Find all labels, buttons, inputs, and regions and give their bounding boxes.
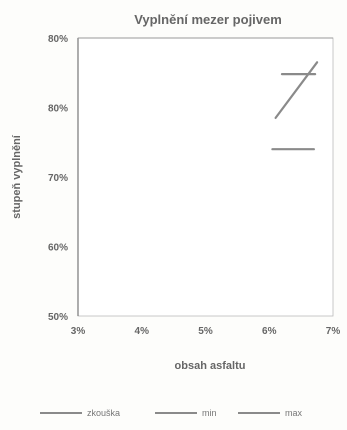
series-lines (271, 61, 319, 151)
x-tick-label: 4% (135, 326, 150, 337)
series-line-zkouška (274, 61, 319, 120)
legend-label: min (202, 408, 217, 418)
y-tick-label: 70% (48, 173, 68, 184)
y-tick-label: 80% (48, 34, 68, 45)
x-axis-label: obsah asfaltu (175, 360, 246, 372)
legend: zkouška min max (40, 408, 303, 418)
legend-label: zkouška (87, 408, 120, 418)
x-tick-label: 7% (326, 326, 341, 337)
y-tick-label: 50% (48, 312, 68, 323)
legend-label: max (285, 408, 303, 418)
y-axis-label: stupeň vyplnění (11, 134, 23, 219)
x-tick-label: 6% (262, 326, 277, 337)
x-tick-labels: 3% 4% 5% 6% 7% (71, 326, 341, 337)
y-tick-label: 60% (48, 243, 68, 254)
chart-title: Vyplnění mezer pojivem (134, 12, 282, 27)
x-tick-label: 3% (71, 326, 86, 337)
x-tick-label: 5% (198, 326, 213, 337)
plot-area (77, 37, 334, 317)
y-tick-labels: 50% 60% 70% 80% 80% (48, 34, 68, 323)
y-tick-label: 80% (48, 104, 68, 115)
